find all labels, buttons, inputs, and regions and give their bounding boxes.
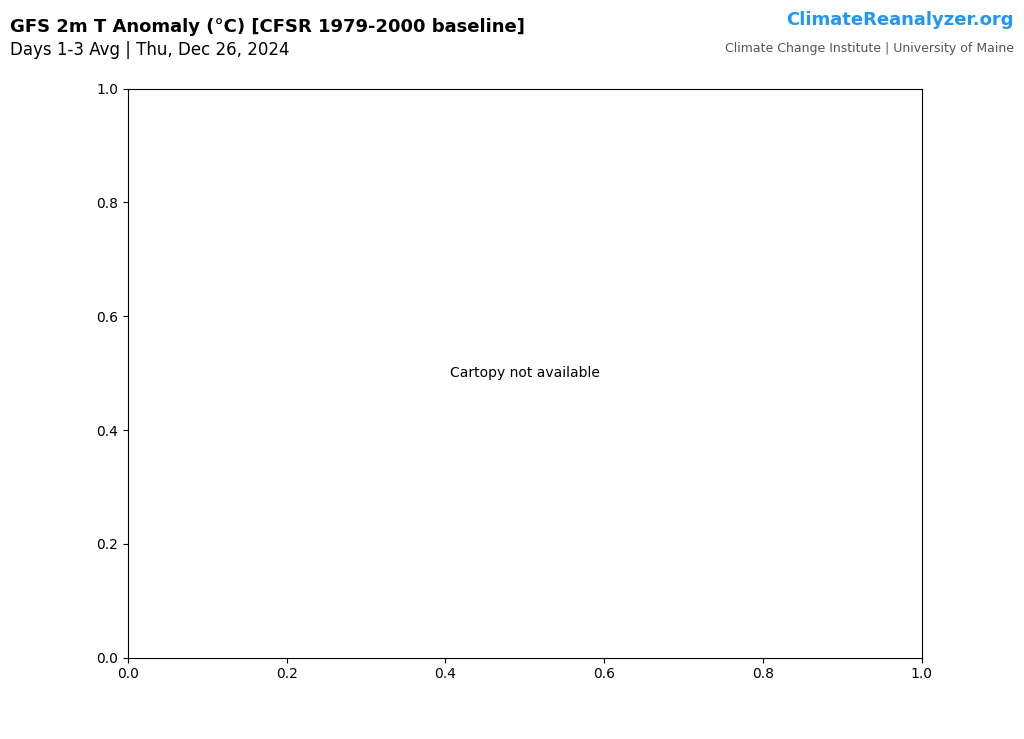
Text: Climate Change Institute | University of Maine: Climate Change Institute | University of… — [725, 42, 1014, 55]
Text: GFS 2m T Anomaly (°C) [CFSR 1979-2000 baseline]: GFS 2m T Anomaly (°C) [CFSR 1979-2000 ba… — [10, 18, 525, 36]
Text: Cartopy not available: Cartopy not available — [450, 367, 600, 380]
Text: ClimateReanalyzer.org: ClimateReanalyzer.org — [786, 11, 1014, 29]
Text: Days 1-3 Avg | Thu, Dec 26, 2024: Days 1-3 Avg | Thu, Dec 26, 2024 — [10, 41, 290, 58]
